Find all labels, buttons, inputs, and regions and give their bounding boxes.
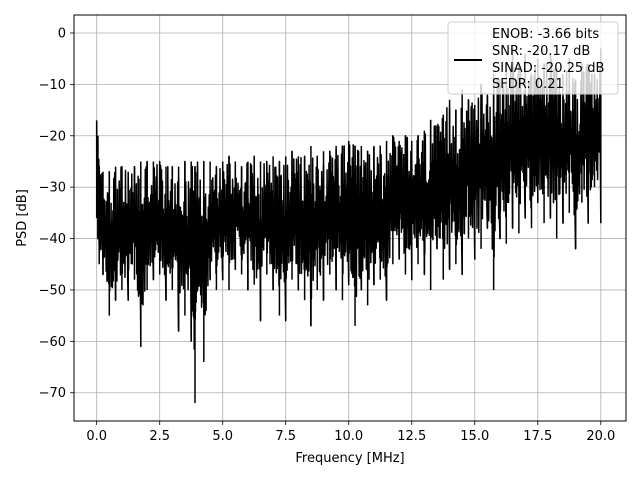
y-axis-label: PSD [dB] bbox=[15, 189, 30, 247]
psd-series bbox=[95, 48, 602, 404]
x-tick-label: 15.0 bbox=[460, 429, 489, 444]
y-tick-label: −40 bbox=[39, 232, 66, 247]
x-tick-label: 2.5 bbox=[149, 429, 170, 444]
plot-frame bbox=[73, 14, 627, 422]
legend-entry-sfdr: SFDR: 0.21 bbox=[492, 77, 564, 92]
x-tick-label: 5.0 bbox=[212, 429, 233, 444]
legend-box bbox=[447, 21, 619, 95]
y-tick-label: −60 bbox=[39, 335, 66, 350]
y-axis-ticks: 0 −10 −20 −30 −40 −50 −60 −70 bbox=[39, 26, 74, 401]
x-tick-label: 7.5 bbox=[275, 429, 296, 444]
legend-entry-snr: SNR: -20.17 dB bbox=[492, 44, 590, 59]
x-axis-label: Frequency [MHz] bbox=[295, 451, 404, 466]
x-tick-label: 12.5 bbox=[397, 429, 426, 444]
x-tick-label: 10.0 bbox=[334, 429, 363, 444]
legend-entry-enob: ENOB: -3.66 bits bbox=[492, 27, 599, 42]
legend: ENOB: -3.66 bits SNR: -20.17 dB SINAD: -… bbox=[447, 21, 619, 95]
y-tick-label: −30 bbox=[39, 181, 66, 196]
y-tick-label: −10 bbox=[39, 78, 66, 93]
y-tick-label: −20 bbox=[39, 129, 66, 144]
x-tick-label: 17.5 bbox=[523, 429, 552, 444]
y-tick-label: 0 bbox=[58, 26, 66, 41]
x-tick-label: 20.0 bbox=[586, 429, 615, 444]
y-tick-label: −50 bbox=[39, 283, 66, 298]
y-tick-label: −70 bbox=[39, 386, 66, 401]
x-tick-label: 0.0 bbox=[86, 429, 107, 444]
x-axis-ticks: 0.0 2.5 5.0 7.5 10.0 12.5 15.0 17.5 20.0 bbox=[86, 421, 615, 444]
legend-entry-sinad: SINAD: -20.25 dB bbox=[492, 61, 604, 76]
